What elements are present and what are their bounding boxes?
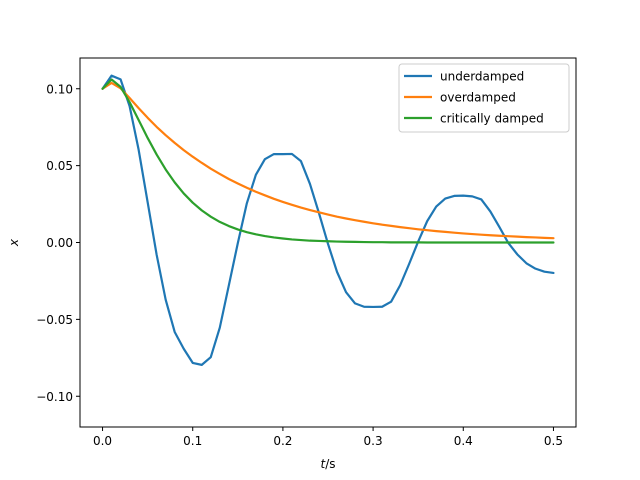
y-axis-label: x — [7, 238, 21, 247]
legend-label: underdamped — [440, 70, 524, 84]
x-tick-label: 0.2 — [273, 434, 292, 448]
x-axis-label-unit: /s — [325, 457, 335, 471]
x-axis-label-symbol: t — [320, 457, 326, 471]
legend: underdamped overdamped critically damped — [398, 63, 570, 133]
series-line-underdamped — [101, 74, 555, 366]
y-tick-label: 0.05 — [46, 159, 73, 173]
series-line-overdamped — [101, 81, 555, 240]
x-axis-label: t/s — [320, 457, 335, 471]
x-tick-label: 0.1 — [183, 434, 202, 448]
y-tick-label: −0.05 — [36, 313, 73, 327]
y-tick-label: 0.00 — [46, 236, 73, 250]
legend-label: overdamped — [440, 91, 516, 105]
x-tick-label: 0.3 — [364, 434, 383, 448]
x-tick-label: 0.0 — [93, 434, 112, 448]
x-tick-label: 0.5 — [544, 434, 563, 448]
legend-label: critically damped — [440, 112, 544, 126]
y-axis-ticks: −0.10 −0.05 0.00 0.05 0.10 — [36, 82, 80, 404]
y-tick-label: 0.10 — [46, 82, 73, 96]
series-line-critically-damped — [101, 78, 555, 244]
x-tick-label: 0.4 — [454, 434, 473, 448]
x-axis-ticks: 0.0 0.1 0.2 0.3 0.4 0.5 — [93, 427, 563, 448]
plot-area — [101, 74, 555, 366]
legend-box — [398, 63, 570, 133]
y-tick-label: −0.10 — [36, 390, 73, 404]
